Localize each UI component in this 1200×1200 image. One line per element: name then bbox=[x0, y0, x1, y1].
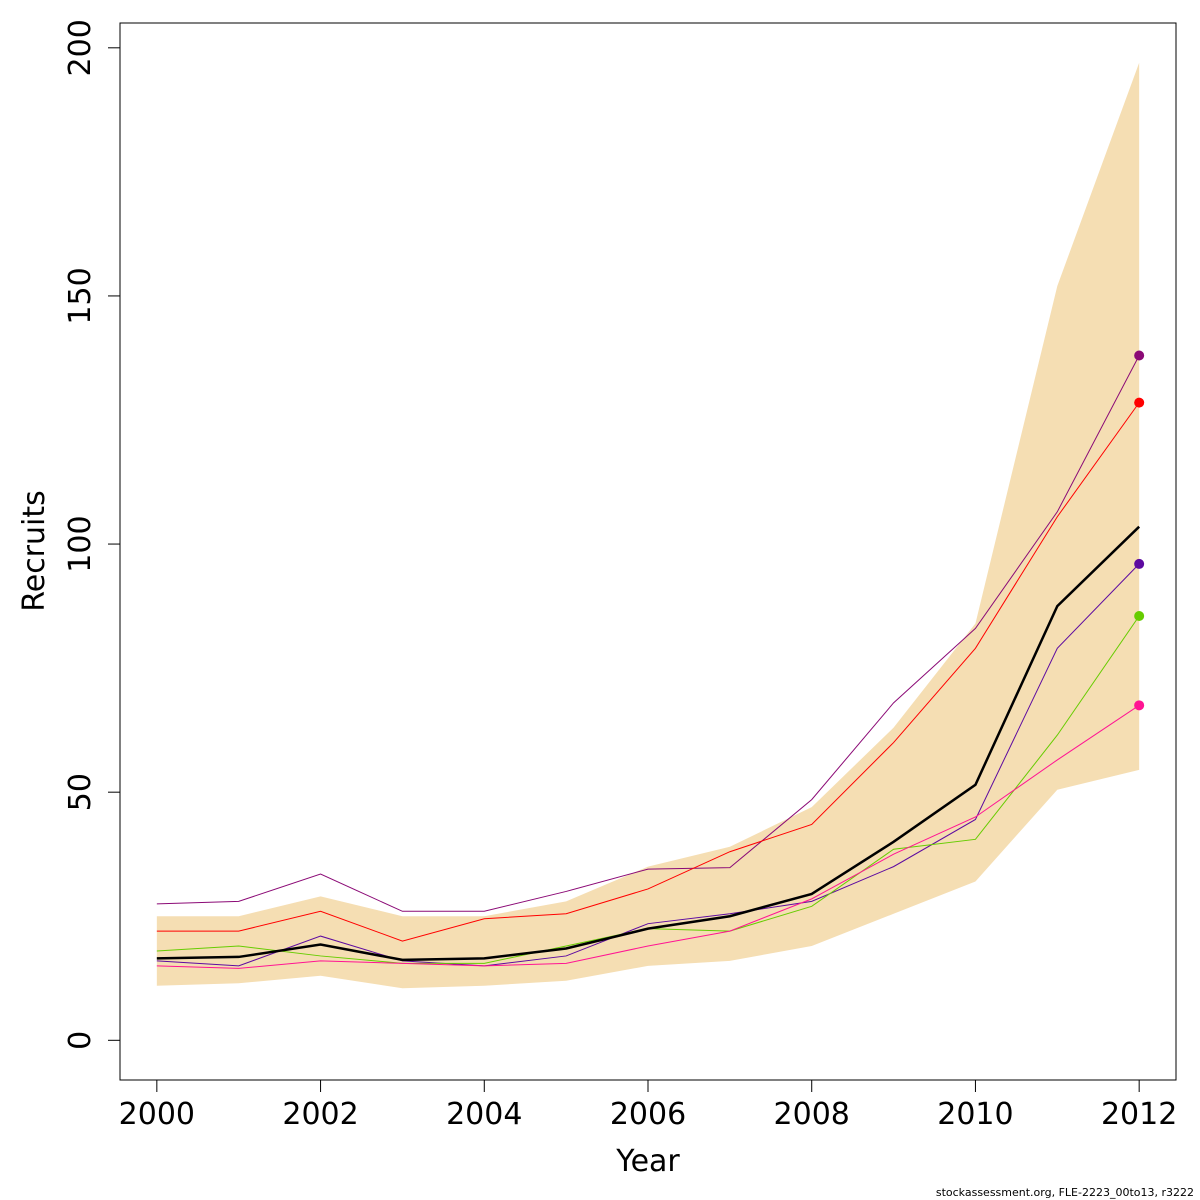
confidence-band-area bbox=[156, 62, 1140, 989]
x-tick-label: 2002 bbox=[282, 1097, 358, 1132]
x-axis-title: Year bbox=[615, 1144, 680, 1179]
y-tick-label: 200 bbox=[63, 19, 98, 76]
series-endpoints bbox=[1134, 350, 1145, 711]
series-line-5 bbox=[156, 704, 1140, 969]
x-tick-label: 2000 bbox=[119, 1097, 195, 1132]
series-endpoint-2 bbox=[1134, 397, 1145, 408]
y-tick-label: 0 bbox=[63, 1031, 98, 1050]
y-tick-label: 100 bbox=[63, 515, 98, 572]
x-tick-label: 2004 bbox=[446, 1097, 522, 1132]
series-endpoint-4 bbox=[1134, 611, 1145, 622]
y-tick-label: 150 bbox=[63, 267, 98, 324]
series-lines bbox=[156, 355, 1141, 969]
series-endpoint-5 bbox=[1134, 700, 1145, 711]
confidence-band bbox=[156, 62, 1140, 989]
x-tick-label: 2010 bbox=[937, 1097, 1013, 1132]
series-line-3 bbox=[156, 563, 1140, 967]
series-endpoint-1 bbox=[1134, 350, 1145, 361]
y-axis-title: Recruits bbox=[17, 490, 52, 612]
series-endpoint-3 bbox=[1134, 558, 1145, 569]
series-line-1 bbox=[156, 355, 1140, 912]
x-tick-label: 2006 bbox=[610, 1097, 686, 1132]
x-tick-label: 2012 bbox=[1101, 1097, 1177, 1132]
x-axis: 2000 2002 2004 2006 2008 2010 2012 bbox=[119, 1079, 1177, 1132]
series-line-2 bbox=[156, 402, 1140, 942]
main-series-line bbox=[156, 525, 1141, 962]
x-tick-label: 2008 bbox=[774, 1097, 850, 1132]
footer-note: stockassessment.org, FLE-2223_00to13, r3… bbox=[936, 1186, 1194, 1199]
y-tick-label: 50 bbox=[63, 773, 98, 811]
y-axis: 0 50 100 150 200 bbox=[63, 19, 121, 1050]
